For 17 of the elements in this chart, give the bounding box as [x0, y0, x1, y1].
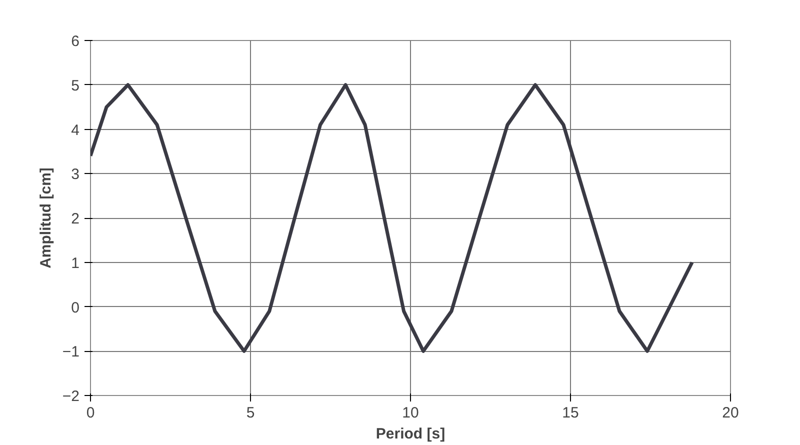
- y-tick-label: 3: [71, 166, 80, 184]
- x-tick-label: 10: [402, 404, 419, 422]
- y-tick-label: 0: [71, 299, 80, 316]
- y-tick-label: 1: [71, 254, 80, 272]
- y-tick-label: 5: [71, 77, 80, 94]
- x-tick-label: 5: [246, 404, 255, 422]
- line-series: [90, 83, 694, 353]
- y-tick-label: 6: [71, 33, 80, 50]
- x-tick-label: 15: [562, 404, 579, 422]
- x-axis-title: Period [s]: [376, 426, 446, 442]
- y-axis-title: Amplitud [cm]: [37, 168, 54, 268]
- x-tick-label: 0: [86, 404, 95, 422]
- y-tick-label: 2: [71, 210, 80, 228]
- y-tick-label: 4: [71, 122, 80, 139]
- y-tick-label: −1: [62, 344, 80, 361]
- y-tick-label: −2: [62, 388, 80, 405]
- x-tick-label: 20: [722, 404, 739, 422]
